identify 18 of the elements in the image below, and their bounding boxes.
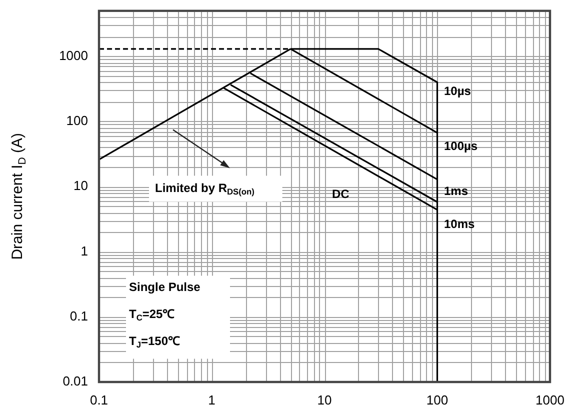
annotation: 1ms: [444, 184, 468, 198]
annotation: 10ms: [444, 217, 476, 232]
y-tick-label: 0.01: [62, 374, 88, 389]
annotation: 100µs: [444, 139, 478, 154]
y-tick-label: 0.1: [70, 308, 88, 324]
y-tick-label: 1: [80, 243, 88, 258]
x-tick-label: 100: [426, 392, 448, 408]
y-tick-label: 10: [74, 178, 88, 194]
y-tick-label: 1000: [59, 48, 88, 63]
x-tick-label: 0.1: [90, 392, 108, 408]
x-tick-label: 1: [208, 392, 216, 408]
x-tick-label: 1000: [536, 392, 564, 408]
y-axis-title: Drain current ID (A): [9, 133, 28, 260]
x-tick-label: 10: [317, 392, 332, 408]
annotation: 10µs: [444, 84, 472, 98]
annotation: Single Pulse: [129, 280, 201, 294]
y-tick-label: 100: [66, 113, 88, 128]
annotation: DC: [332, 187, 350, 202]
